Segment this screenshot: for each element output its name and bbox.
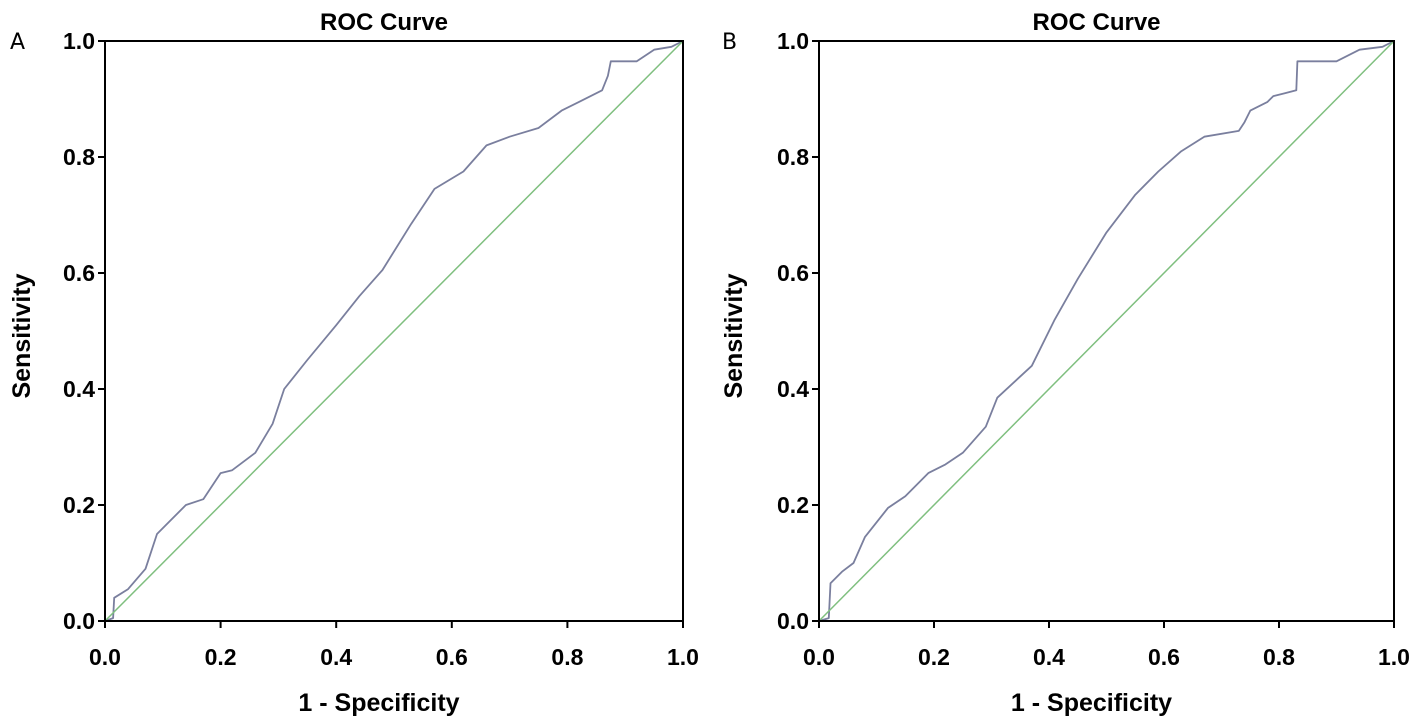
x-tick-label: 0.6 [1148,644,1180,670]
x-tick-label: 1.0 [1378,644,1410,670]
x-tick-label: 0.2 [205,644,237,670]
x-tick-label: 0.8 [551,644,583,670]
y-tick-label: 0.8 [63,144,95,170]
y-tick-label: 0.4 [63,376,95,402]
roc-panel-b: B 0.0 0.2 0.4 0.6 0.8 1.0 0.0 0.2 0.4 0.6 0.8 1.0 R… [709,0,1417,727]
y-tick-label: 0.0 [777,608,809,634]
reference-line [104,40,684,622]
y-tick-label: 0.2 [777,492,809,518]
chart-title: ROC Curve [320,9,448,36]
x-tick-label: 0.2 [918,644,950,670]
x-tick-label: 0.4 [320,644,352,670]
x-axis-label: 1 - Specificity [298,689,459,717]
y-tick-label: 1.0 [777,28,809,54]
x-tick-label: 0.8 [1263,644,1295,670]
panel-label: A [10,30,26,55]
roc-curve-line [818,40,1395,622]
y-tick-label: 0.2 [63,492,95,518]
y-tick-label: 1.0 [63,28,95,54]
chart-title: ROC Curve [1032,9,1160,36]
roc-curve-line [104,40,684,622]
plot-frame [818,40,1395,622]
y-tick-label: 0.8 [777,144,809,170]
x-tick-label: 0.0 [89,644,121,670]
x-tick-label: 1.0 [667,644,699,670]
x-axis-label: 1 - Specificity [1011,689,1172,717]
panel-label: B [722,30,738,55]
y-axis-label: Sensitivity [8,273,36,398]
y-tick-label: 0.0 [63,608,95,634]
y-tick-label: 0.6 [63,260,95,286]
roc-panel-a: A 0.0 0.2 0.4 0.6 0.8 1.0 0.0 0.2 0.4 0.6 0.8 1.0 R… [0,0,708,727]
x-tick-label: 0.0 [803,644,835,670]
x-tick-label: 0.6 [436,644,468,670]
plot-frame [104,40,684,622]
y-axis-label: Sensitivity [720,273,748,398]
x-tick-label: 0.4 [1033,644,1065,670]
y-tick-label: 0.4 [777,376,809,402]
roc-chart-b: 0.0 0.2 0.4 0.6 0.8 1.0 0.0 0.2 0.4 0.6 0.8 1.0 ROC… [720,9,1410,717]
reference-line [818,40,1395,622]
y-tick-label: 0.6 [777,260,809,286]
roc-chart-a: 0.0 0.2 0.4 0.6 0.8 1.0 0.0 0.2 0.4 0.6 0.8 1.0 ROC… [8,9,699,717]
